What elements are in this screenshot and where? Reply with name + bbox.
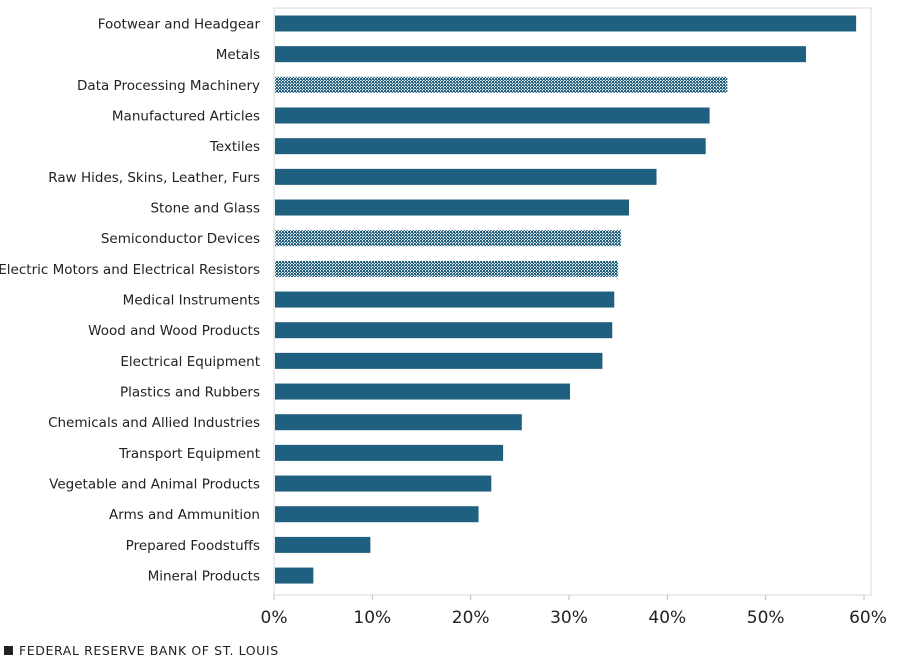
bars-group <box>275 15 857 584</box>
x-tick-label: 60% <box>849 608 887 628</box>
category-label: Metals <box>216 47 260 63</box>
category-label: Prepared Foodstuffs <box>126 538 260 554</box>
category-label: Textiles <box>209 139 260 155</box>
bar-semiconductor-devices <box>275 230 622 247</box>
bar-wood-and-wood-products <box>275 322 613 339</box>
category-label: Mineral Products <box>148 569 260 585</box>
bar-electric-motors-and-electrical-resistors <box>275 260 619 277</box>
category-label: Data Processing Machinery <box>77 78 260 94</box>
category-label: Manufactured Articles <box>112 109 260 125</box>
x-tick-label: 40% <box>648 608 686 628</box>
bar-electrical-equipment <box>275 352 603 369</box>
bar-raw-hides-skins-leather-furs <box>275 168 657 185</box>
bar-manufactured-articles <box>275 107 710 124</box>
category-label: Plastics and Rubbers <box>120 385 260 401</box>
category-label: Transport Equipment <box>118 446 260 462</box>
x-tick-label: 50% <box>747 608 785 628</box>
category-label: Stone and Glass <box>150 201 260 217</box>
x-axis-ticks: 0% 10% 20% 30% 40% 50% 60% <box>261 595 887 628</box>
bar-chemicals-and-allied-industries <box>275 414 522 431</box>
category-label: Medical Instruments <box>123 293 260 309</box>
footer-source: FEDERAL RESERVE BANK OF ST. LOUIS <box>4 643 279 658</box>
category-label: Vegetable and Animal Products <box>49 477 260 493</box>
x-tick-label: 0% <box>261 608 288 628</box>
x-tick-label: 20% <box>452 608 490 628</box>
bar-mineral-products <box>275 567 314 584</box>
bar-metals <box>275 46 806 63</box>
bar-prepared-foodstuffs <box>275 536 371 553</box>
bar-chart: Footwear and Headgear Metals Data Processi… <box>0 7 887 628</box>
category-label: Raw Hides, Skins, Leather, Furs <box>48 170 260 186</box>
bar-data-processing-machinery <box>275 76 728 93</box>
bar-stone-and-glass <box>275 199 629 216</box>
bar-arms-and-ammunition <box>275 506 479 523</box>
x-tick-label: 10% <box>353 608 391 628</box>
category-labels: Footwear and Headgear Metals Data Processi… <box>0 17 260 585</box>
category-label: Wood and Wood Products <box>88 323 260 339</box>
bar-transport-equipment <box>275 444 504 461</box>
category-label: Footwear and Headgear <box>98 17 261 33</box>
source-label: FEDERAL RESERVE BANK OF ST. LOUIS <box>19 643 279 658</box>
category-label: Chemicals and Allied Industries <box>48 415 260 431</box>
bar-textiles <box>275 138 706 155</box>
bar-plastics-and-rubbers <box>275 383 570 400</box>
square-bullet-icon <box>4 646 13 655</box>
x-tick-label: 30% <box>550 608 588 628</box>
plot-frame <box>273 7 872 596</box>
category-label: Arms and Ammunition <box>109 507 260 523</box>
category-label: Electrical Equipment <box>120 354 260 370</box>
bar-vegetable-and-animal-products <box>275 475 492 492</box>
category-label: Semiconductor Devices <box>101 231 260 247</box>
bar-medical-instruments <box>275 291 615 308</box>
bar-footwear-and-headgear <box>275 15 857 32</box>
category-label: Electric Motors and Electrical Resistors <box>0 262 260 278</box>
